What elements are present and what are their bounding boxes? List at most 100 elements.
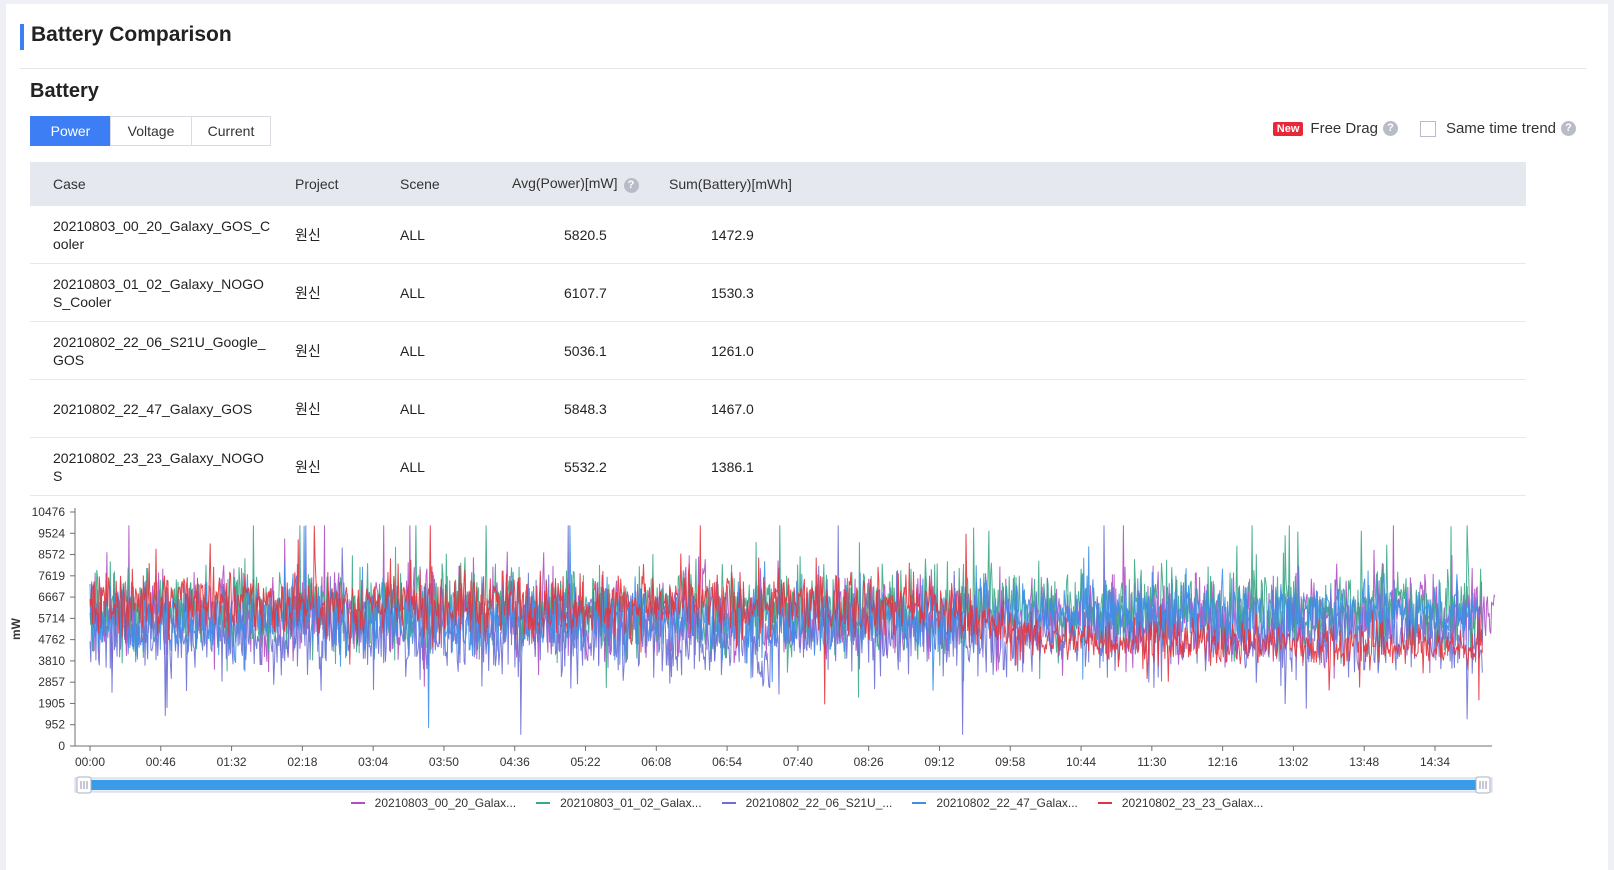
legend-label: 20210803_01_02_Galax... [560, 796, 702, 810]
tab-power[interactable]: Power [30, 116, 111, 146]
cases-table: Case Project Scene Avg(Power)[mW]? Sum(B… [30, 162, 1526, 496]
y-tick-label: 10476 [32, 505, 66, 519]
same-time-trend-label[interactable]: Same time trend [1445, 120, 1556, 137]
same-time-trend-help-icon[interactable]: ? [1561, 121, 1576, 136]
x-tick-label: 06:08 [641, 755, 671, 769]
cell-project: 원신 [294, 206, 399, 264]
cell-scene: ALL [399, 206, 511, 264]
legend-label: 20210803_00_20_Galax... [374, 796, 517, 810]
legend-item[interactable]: 20210802_23_23_Galax... [1097, 796, 1264, 810]
x-tick-label: 11:30 [1137, 755, 1166, 769]
same-time-trend-checkbox[interactable] [1419, 120, 1436, 137]
series-layer [89, 525, 1496, 735]
cell-project: 원신 [294, 379, 399, 438]
series-line-5 [89, 525, 1483, 705]
case-name: 20210803_01_02_Galaxy_NOGOS_Cooler [53, 275, 264, 310]
x-tick-label: 03:50 [429, 755, 459, 769]
x-tick-label: 07:40 [783, 755, 813, 769]
avg-power-help-icon[interactable]: ? [623, 178, 639, 193]
x-tick-label: 05:22 [571, 755, 601, 769]
y-tick-label: 0 [58, 739, 65, 753]
title-accent-bar [20, 24, 24, 50]
y-tick-label: 2857 [38, 675, 65, 689]
cell-spacer [810, 321, 1526, 380]
cell-case: 20210802_23_23_Galaxy_NOGOS [30, 437, 294, 496]
table-row: 20210802_22_06_S21U_Google_GOS 원신 ALL 50… [30, 321, 1526, 380]
legend-item[interactable]: 20210802_22_47_Galax... [912, 796, 1078, 810]
header-avg-power: Avg(Power)[mW]? [511, 162, 668, 206]
axis-layer: 0 952 1905 2857 3810 4762 5714 6667 7619 8572 9524… [9, 505, 1492, 769]
x-tick-label: 06:54 [712, 755, 742, 769]
slider-handle-left [76, 776, 92, 794]
zoom-slider [74, 776, 1493, 794]
x-tick-label: 01:32 [217, 755, 247, 769]
legend-swatch [350, 802, 365, 804]
header-scene: Scene [399, 162, 511, 206]
tab-current[interactable]: Current [191, 116, 271, 146]
section-title: Battery [30, 80, 99, 102]
free-drag-label[interactable]: Free Drag [1310, 120, 1378, 137]
cell-case: 20210803_00_20_Galaxy_GOS_Cooler [30, 206, 294, 264]
cell-sum-battery: 1261.0 [668, 321, 810, 380]
x-tick-label: 09:58 [995, 755, 1025, 769]
y-tick-label: 8572 [38, 548, 65, 562]
table-row: 20210803_01_02_Galaxy_NOGOS_Cooler 원신 AL… [30, 263, 1526, 322]
cell-avg-power: 5820.5 [511, 206, 668, 264]
x-tick-label: 13:02 [1278, 755, 1308, 769]
legend-swatch [1097, 802, 1112, 804]
cell-avg-power: 5848.3 [511, 379, 668, 438]
cell-scene: ALL [399, 263, 511, 322]
cell-project: 원신 [294, 437, 399, 496]
cell-avg-power: 5036.1 [511, 321, 668, 380]
metric-tabs: Power Voltage Current [30, 116, 271, 146]
x-tick-label: 12:16 [1208, 755, 1238, 769]
x-tick-label: 02:18 [287, 755, 317, 769]
y-tick-label: 5714 [38, 611, 65, 625]
power-line-chart[interactable]: 0 952 1905 2857 3810 4762 5714 6667 7619 8572 9524… [0, 500, 1614, 830]
free-drag-help-icon[interactable]: ? [1382, 121, 1398, 136]
chart-options: New Free Drag ? Same time trend ? [1272, 120, 1576, 137]
legend-item[interactable]: 20210802_22_06_S21U_... [721, 796, 893, 810]
y-axis-label: mW [9, 617, 23, 640]
new-badge: New [1272, 121, 1304, 136]
slider-handle-right [1475, 776, 1491, 794]
cell-project: 원신 [294, 263, 399, 322]
cell-scene: ALL [399, 379, 511, 438]
page-header: Battery Comparison [20, 18, 1586, 69]
x-tick-label: 14:34 [1420, 755, 1450, 769]
y-tick-label: 3810 [38, 654, 65, 668]
cell-case: 20210803_01_02_Galaxy_NOGOS_Cooler [30, 263, 294, 322]
tab-voltage[interactable]: Voltage [110, 116, 192, 146]
x-tick-label: 04:36 [500, 755, 530, 769]
cell-avg-power: 5532.2 [511, 437, 668, 496]
page-title: Battery Comparison [31, 23, 232, 46]
y-tick-label: 1905 [38, 696, 65, 710]
cell-sum-battery: 1472.9 [668, 206, 810, 264]
cell-spacer [810, 206, 1526, 264]
table-row: 20210802_23_23_Galaxy_NOGOS 원신 ALL 5532.… [30, 437, 1526, 496]
table-row: 20210803_00_20_Galaxy_GOS_Cooler 원신 ALL … [30, 206, 1526, 264]
table-row: 20210802_22_47_Galaxy_GOS 원신 ALL 5848.3 … [30, 379, 1526, 438]
legend-item[interactable]: 20210803_00_20_Galax... [350, 796, 517, 810]
cell-sum-battery: 1467.0 [668, 379, 810, 438]
legend-label: 20210802_22_06_S21U_... [745, 796, 893, 810]
case-name: 20210803_00_20_Galaxy_GOS_Cooler [53, 217, 271, 252]
y-tick-label: 7619 [38, 569, 65, 583]
header-project: Project [294, 162, 399, 206]
legend-label: 20210802_23_23_Galax... [1121, 796, 1264, 810]
chart-legend: 20210803_00_20_Galax... 20210803_01_02_G… [0, 796, 1614, 810]
cell-project: 원신 [294, 321, 399, 380]
header-sum-battery: Sum(Battery)[mWh] [668, 162, 810, 206]
cell-spacer [810, 437, 1526, 496]
x-tick-label: 00:46 [146, 755, 176, 769]
legend-swatch [721, 802, 736, 804]
legend-label: 20210802_22_47_Galax... [936, 796, 1078, 810]
x-tick-label: 08:26 [854, 755, 884, 769]
case-name: 20210802_22_06_S21U_Google_GOS [53, 333, 266, 368]
header-case: Case [30, 162, 294, 206]
legend-item[interactable]: 20210803_01_02_Galax... [536, 796, 702, 810]
cell-sum-battery: 1386.1 [668, 437, 810, 496]
x-tick-label: 00:00 [75, 755, 105, 769]
x-tick-label: 09:12 [924, 755, 954, 769]
cell-case: 20210802_22_06_S21U_Google_GOS [30, 321, 294, 380]
